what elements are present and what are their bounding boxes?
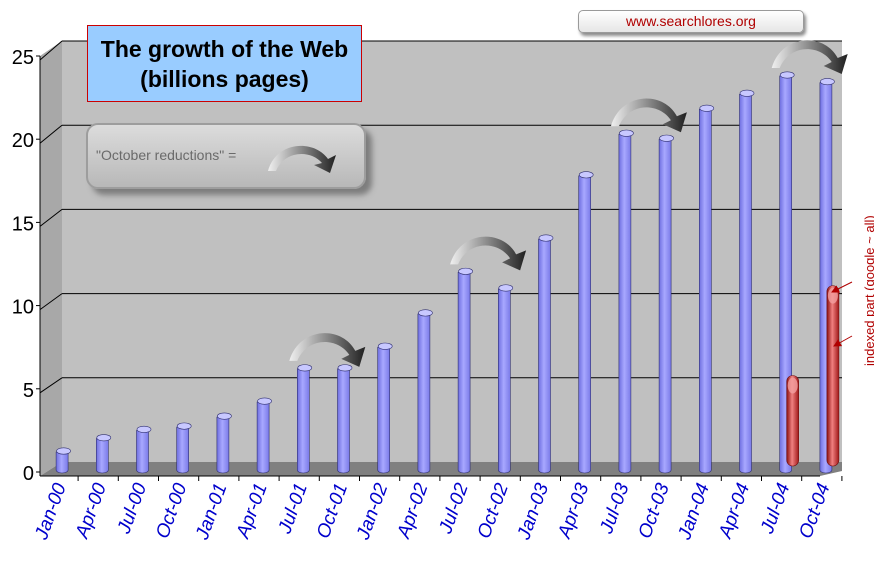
x-tick-label: Apr-00 — [72, 480, 112, 542]
october-reduction-arrow-icon — [450, 236, 527, 271]
legend-label: "October reductions" = — [96, 147, 237, 163]
gridline-side — [39, 293, 63, 311]
bar — [55, 447, 71, 474]
bar — [658, 134, 674, 474]
x-tick-label: Jul-01 — [274, 481, 312, 538]
x-tick-label: Jan-01 — [192, 481, 232, 544]
bar — [96, 434, 112, 474]
x-tick-label: Oct-04 — [795, 481, 834, 542]
x-tick-label: Jul-02 — [435, 480, 473, 537]
chart-subtitle: (billions pages) — [140, 65, 309, 92]
side-note: indexed part (google ~ all) — [862, 215, 874, 366]
x-tick-label: Oct-01 — [313, 481, 352, 542]
x-tick-label: Apr-01 — [232, 481, 271, 542]
october-reduction-arrow-icon — [771, 40, 848, 74]
chart-title: The growth of the Web — [100, 35, 349, 62]
bar — [699, 104, 715, 474]
x-tick-label: Jan-02 — [352, 480, 392, 543]
x-tick-label: Jan-00 — [31, 480, 71, 543]
bar — [538, 234, 554, 474]
bar — [578, 171, 594, 474]
bar — [256, 397, 272, 474]
x-tick-label: Apr-02 — [393, 480, 433, 542]
y-tick-label: 10 — [12, 297, 34, 319]
y-tick-label: 25 — [12, 47, 34, 69]
chart-title-box: The growth of the Web (billions pages) — [87, 25, 362, 102]
gridline-side — [39, 209, 63, 227]
x-tick-label: Jul-03 — [596, 480, 634, 537]
x-tick-label: Jul-04 — [757, 481, 795, 538]
indexed-bars — [786, 285, 840, 467]
bar — [176, 422, 192, 474]
curved-arrow-icon — [268, 145, 336, 173]
x-tick-label: Apr-03 — [554, 480, 594, 542]
y-tick-label: 20 — [12, 130, 34, 152]
bar — [618, 129, 634, 474]
x-tick-label: Oct-03 — [635, 480, 674, 541]
indexed-pointer-line — [831, 281, 853, 293]
bar — [216, 412, 232, 474]
x-tick-label: Jan-04 — [674, 481, 714, 544]
watermark-url: www.searchlores.org — [578, 10, 804, 33]
x-tick-label: Jan-03 — [513, 480, 553, 543]
bar — [417, 309, 433, 474]
y-tick-label: 15 — [12, 213, 34, 235]
gridline-side — [39, 40, 63, 61]
bar — [457, 267, 473, 474]
october-arrows — [289, 40, 848, 367]
bar — [297, 364, 313, 474]
bar — [337, 364, 353, 474]
y-tick-label: 5 — [23, 380, 34, 402]
legend-box: "October reductions" = — [86, 123, 366, 189]
bar — [136, 425, 152, 474]
x-tick-label: Jul-00 — [113, 480, 151, 537]
chart-floor — [40, 462, 842, 476]
october-reduction-arrow-icon — [610, 98, 687, 133]
gridline-side — [39, 124, 63, 144]
bar — [779, 71, 795, 474]
y-axis-ticks: 0 5 10 15 20 25 — [12, 47, 40, 485]
x-tick-label: Oct-02 — [474, 480, 513, 541]
bar — [377, 342, 393, 474]
bars — [55, 71, 835, 474]
chart-left-wall — [40, 41, 62, 476]
indexed-bar — [786, 375, 800, 467]
x-tick-label: Apr-04 — [715, 481, 754, 542]
x-tick-label: Oct-00 — [152, 480, 191, 541]
y-tick-label: 0 — [23, 463, 34, 485]
chart-back-wall — [62, 41, 842, 462]
gridline-side — [39, 377, 63, 394]
october-reduction-arrow-icon — [289, 333, 366, 367]
indexed-bar — [826, 285, 840, 467]
bar — [739, 89, 755, 474]
x-axis-ticks: Jan-00 Apr-00 Jul-00 Oct-00 Jan-01 Apr-01 Jul-… — [31, 476, 843, 544]
indexed-pointer-line — [833, 335, 853, 347]
bar — [498, 284, 514, 474]
